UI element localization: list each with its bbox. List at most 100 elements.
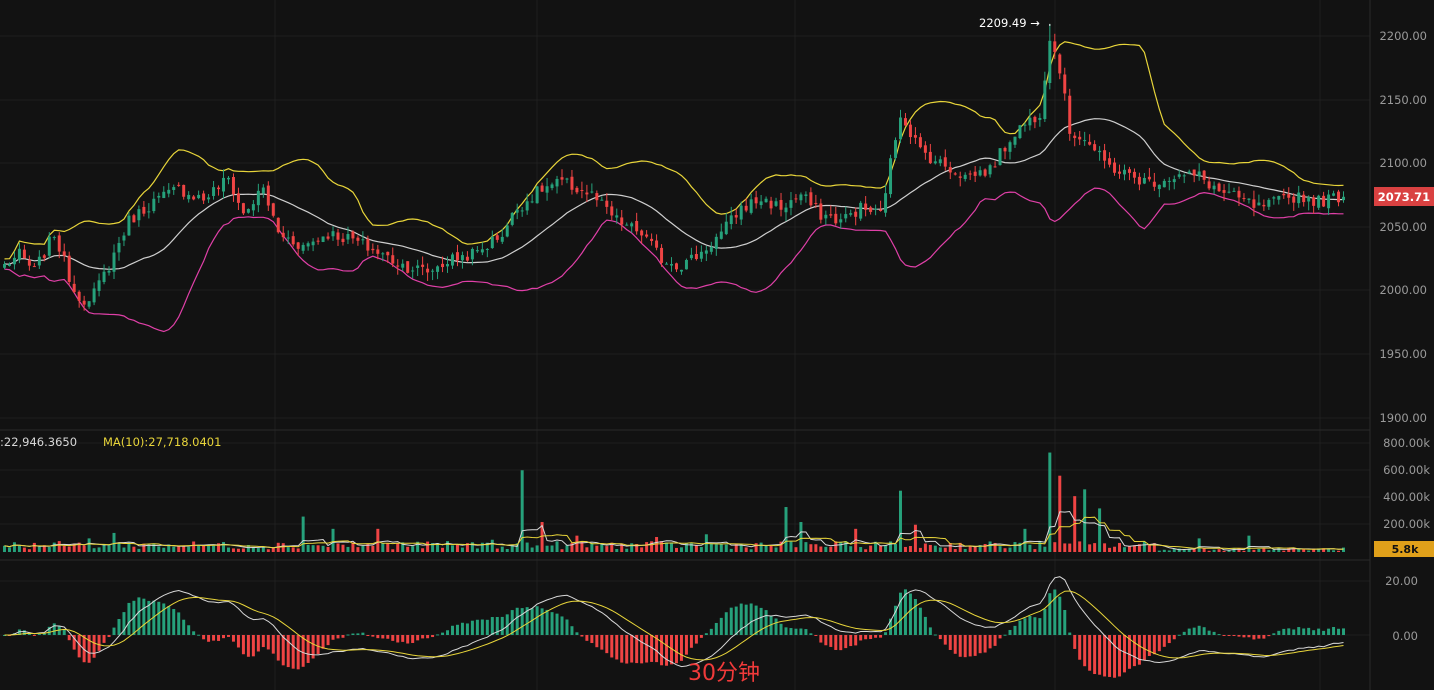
macd-bar (102, 635, 106, 643)
candle-body (1267, 199, 1271, 207)
candle-body (92, 288, 96, 303)
macd-bar (1003, 634, 1007, 636)
volume-bar (635, 544, 639, 552)
macd-bar (655, 635, 659, 663)
macd-bar (834, 635, 838, 650)
volume-bar (177, 545, 181, 552)
volume-ma10-readout: MA(10):27,718.0401 (103, 435, 221, 449)
candle-body (684, 259, 688, 270)
candle-body (670, 264, 674, 266)
candle-body (107, 270, 111, 273)
macd-bar (1127, 635, 1131, 669)
macd-bar (1202, 627, 1206, 635)
candle-body (475, 250, 479, 252)
macd-bar (983, 635, 987, 653)
candle-body (465, 256, 469, 261)
macd-bar (341, 635, 345, 638)
volume-bar (1327, 548, 1331, 552)
volume-bar (555, 541, 559, 552)
candle-body (540, 185, 544, 192)
volume-bar (42, 545, 46, 552)
volume-bar (411, 546, 415, 552)
candle-body (1197, 171, 1201, 177)
macd-bar (222, 635, 226, 639)
macd-bar (998, 635, 1002, 639)
volume-bar (1212, 549, 1216, 552)
volume-bar (699, 547, 703, 552)
macd-bar (1098, 635, 1102, 675)
candle-body (251, 204, 255, 211)
candle-body (645, 234, 649, 237)
candle-body (1177, 174, 1181, 177)
macd-bar (1028, 615, 1032, 635)
volume-bar (376, 528, 380, 552)
macd-bar (869, 635, 873, 640)
volume-bar (1113, 546, 1117, 552)
macd-bar (804, 629, 808, 635)
volume-bar (1003, 548, 1007, 552)
candle-body (346, 234, 350, 240)
current-price-badge (1374, 187, 1434, 206)
candle-body (694, 254, 698, 260)
volume-bar (729, 548, 733, 552)
volume-bar (1157, 550, 1161, 552)
candle-body (749, 199, 753, 213)
candle-body (286, 237, 290, 239)
volume-bar (650, 541, 654, 552)
macd-bar (963, 635, 967, 658)
macd-bar (241, 635, 245, 655)
macd-bar (391, 635, 395, 641)
volume-bar (948, 543, 952, 552)
volume-bar (744, 547, 748, 552)
volume-bar (500, 546, 504, 552)
candle-body (1312, 197, 1316, 206)
volume-bar (371, 545, 375, 552)
macd-bar (470, 620, 474, 635)
candle-body (97, 280, 101, 291)
macd-bar (665, 635, 669, 666)
volume-bar (709, 543, 713, 552)
volume-bar (182, 546, 186, 552)
price-tick-2200: 2200.00 (1379, 29, 1427, 43)
candle-body (1342, 196, 1346, 201)
candle-body (455, 252, 459, 261)
volume-bar (107, 544, 111, 552)
candle-body (1217, 183, 1221, 192)
candle-body (1202, 170, 1206, 180)
macd-bar (1302, 628, 1306, 635)
macd-bar (157, 601, 161, 635)
candle-body (87, 301, 91, 307)
macd-bar (87, 635, 91, 663)
volume-bar (814, 544, 818, 552)
macd-bar (231, 635, 235, 642)
volume-bar (416, 541, 420, 552)
macd-bar (874, 635, 878, 638)
macd-bar (595, 635, 599, 648)
volume-bar (645, 542, 649, 552)
candle-body (560, 177, 564, 180)
macd-bar (311, 635, 315, 659)
volume-bar (640, 547, 644, 552)
candle-body (844, 214, 848, 219)
candle-body (112, 252, 116, 272)
candle-body (1182, 175, 1186, 177)
macd-bar (1053, 589, 1057, 635)
macd-bar (973, 635, 977, 656)
volume-bar (988, 541, 992, 552)
candle-body (326, 236, 330, 239)
volume-bar (580, 541, 584, 552)
macd-bar (2, 635, 6, 636)
macd-bar (1242, 635, 1246, 638)
candle-body (1212, 185, 1216, 190)
volume-bar (306, 544, 310, 552)
macd-bar (356, 633, 360, 635)
volume-bar (52, 542, 56, 552)
volume-bar (879, 545, 883, 552)
macd-bar (540, 608, 544, 635)
candle-body (510, 212, 514, 225)
macd-bar (789, 628, 793, 635)
candle-body (241, 203, 245, 214)
candle-body (1113, 162, 1117, 173)
volume-tick-800k: 800.00k (1383, 436, 1430, 450)
